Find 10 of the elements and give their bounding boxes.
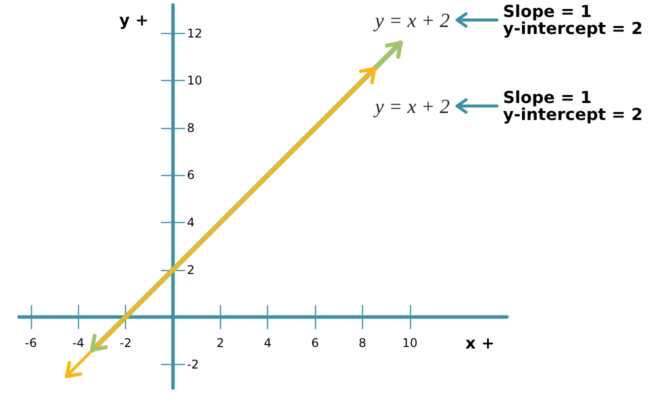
x-tick-label: -6 [24,336,37,350]
x-tick-label: -4 [72,336,84,350]
x-tick-label: 10 [402,336,418,350]
y-tick-label: 12 [186,26,202,40]
y-tick-label: -2 [186,357,199,372]
x-axis-title: x + [465,334,495,353]
annotation: Slope = 1 y-intercept = 2 [503,88,643,124]
annotation: Slope = 1 y-intercept = 2 [503,2,643,38]
annotation: y = x + 2 [373,10,450,32]
y-axis-title: y + [119,10,149,30]
